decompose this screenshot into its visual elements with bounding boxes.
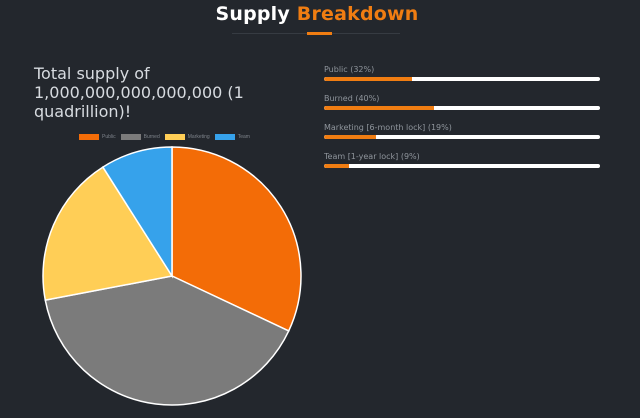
- legend-item-burned[interactable]: Burned: [120, 134, 160, 140]
- progress-row: Marketing [6-month lock] (19%): [324, 122, 600, 151]
- progress-label: Burned (40%): [324, 94, 380, 103]
- progress-label: Marketing [6-month lock] (19%): [324, 123, 452, 132]
- heading-accent-bar: [307, 32, 332, 35]
- progress-row: Public (32%): [324, 64, 600, 93]
- pie-chart: [42, 146, 302, 406]
- progress-fill: [324, 135, 377, 139]
- pie-slice-burned[interactable]: [44, 275, 290, 406]
- progress-track: [324, 106, 600, 110]
- legend-swatch: [79, 134, 99, 140]
- legend-label: Burned: [143, 134, 160, 140]
- legend-item-public[interactable]: Public: [79, 134, 116, 140]
- progress-track: [324, 135, 600, 139]
- pie-slice-team[interactable]: [101, 146, 173, 279]
- progress-fill: [324, 77, 413, 81]
- pie-slice-public[interactable]: [171, 146, 302, 332]
- legend-item-team[interactable]: Team: [214, 134, 250, 140]
- progress-track: [324, 77, 600, 81]
- total-supply-text: Total supply of 1,000,000,000,000,000 (1…: [34, 64, 244, 121]
- legend-label: Public: [102, 134, 116, 140]
- progress-track: [324, 164, 600, 168]
- chart-legend: Public Burned Marketing Team: [79, 134, 255, 140]
- progress-label: Team [1-year lock] (9%): [324, 152, 420, 161]
- progress-fill: [324, 106, 435, 110]
- legend-swatch: [214, 134, 235, 140]
- heading-title-accent: Breakdown: [296, 3, 419, 25]
- progress-row: Burned (40%): [324, 93, 600, 122]
- progress-row: Team [1-year lock] (9%): [324, 151, 600, 180]
- legend-label: Team: [237, 134, 250, 140]
- progress-fill: [324, 164, 349, 168]
- legend-item-marketing[interactable]: Marketing: [164, 134, 210, 140]
- legend-label: Marketing: [187, 134, 210, 140]
- legend-swatch: [120, 134, 141, 140]
- progress-label: Public (32%): [324, 65, 375, 74]
- heading-title-plain: Supply: [215, 3, 290, 25]
- legend-swatch: [164, 134, 185, 140]
- section-heading: Supply Breakdown: [0, 3, 634, 25]
- allocation-progress-list: Public (32%) Burned (40%) Marketing [6-mon…: [324, 64, 600, 180]
- pie-slice-marketing[interactable]: [42, 166, 174, 302]
